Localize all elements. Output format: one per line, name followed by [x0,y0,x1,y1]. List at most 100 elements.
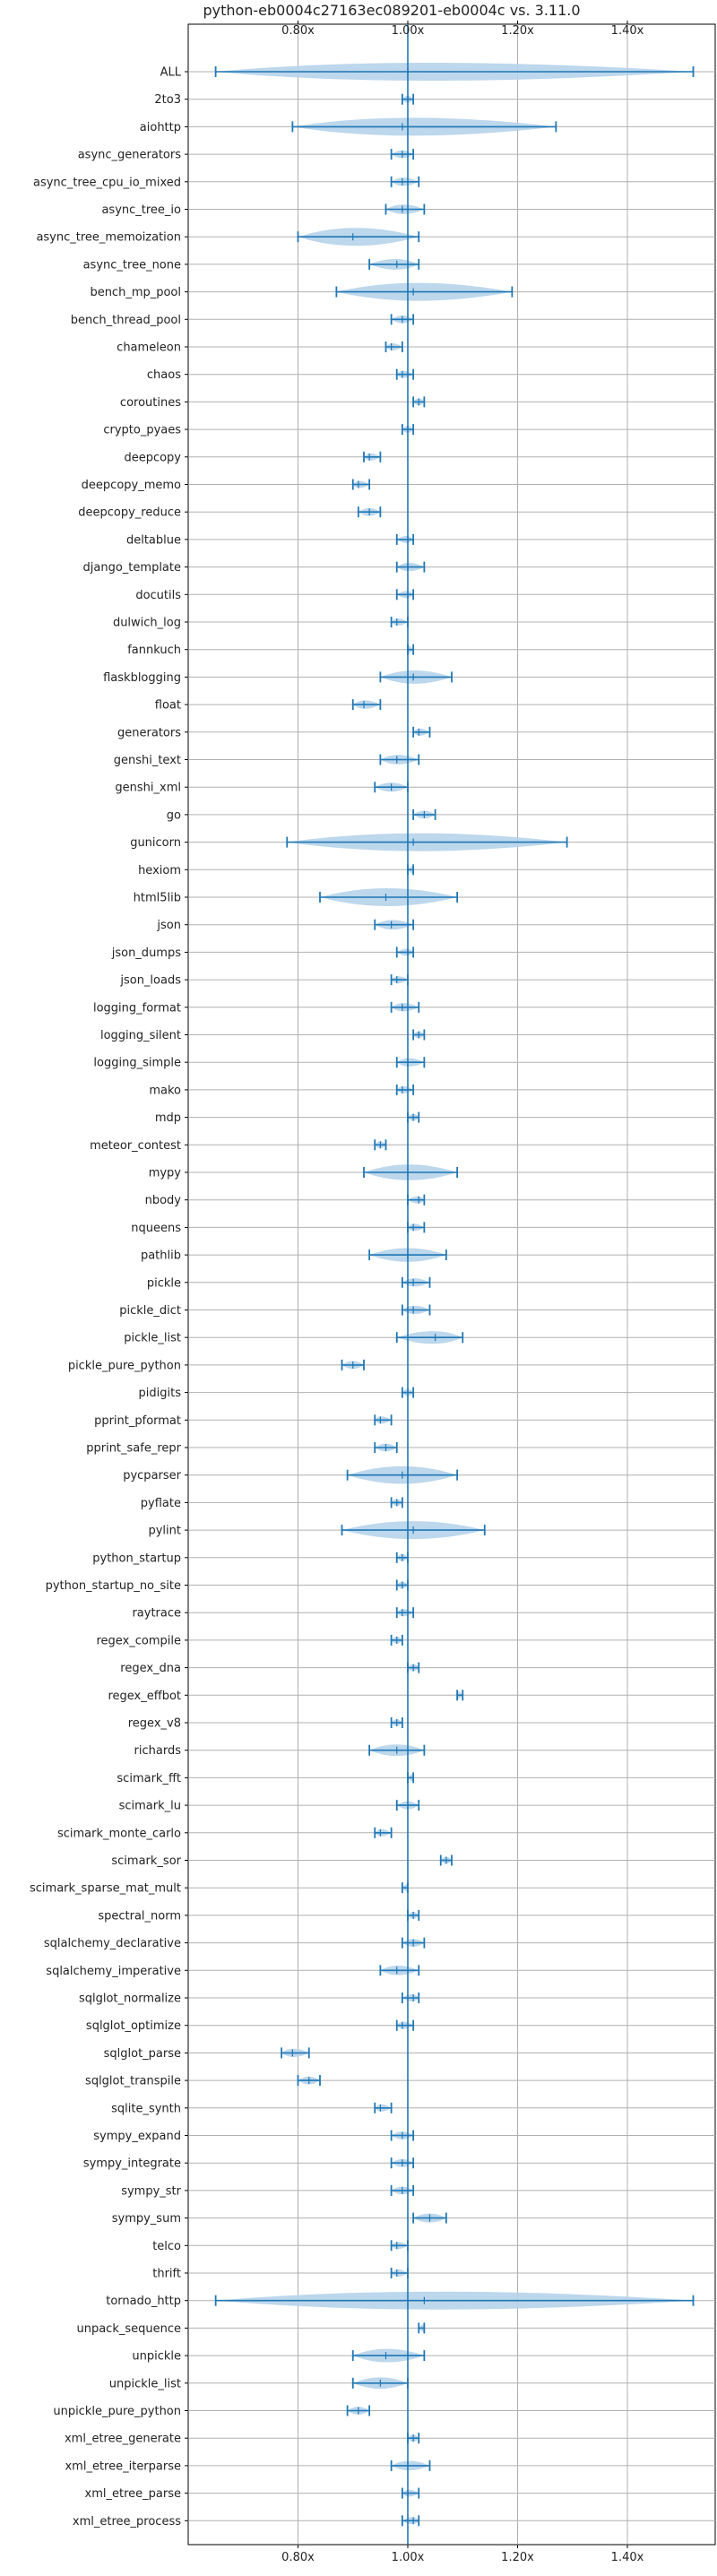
benchmark-label: logging_simple [93,1057,181,1070]
benchmark-label: json_dumps [111,947,181,960]
benchmark-label: genshi_text [114,754,181,767]
benchmark-label: xml_etree_generate [65,2433,181,2446]
benchmark-label: html5lib [134,892,181,905]
benchmark-label: django_template [83,561,181,575]
benchmark-label: scimark_lu [119,1800,181,1813]
benchmark-label: pidigits [139,1387,182,1400]
benchmark-label: xml_etree_process [73,2515,181,2528]
benchmark-label: chameleon [117,341,181,355]
benchmark-label: regex_v8 [128,1717,181,1731]
benchmark-label: sympy_integrate [83,2157,181,2171]
benchmark-label: regex_effbot [108,1690,181,1703]
benchmark-label: 2to3 [154,93,181,107]
x-tick-label-bottom: 0.80x [281,2551,315,2564]
benchmark-label: bench_thread_pool [71,314,181,327]
benchmark-label: mako [149,1084,181,1097]
benchmark-label: crypto_pyaes [103,424,181,437]
benchmark-label: sqlglot_normalize [79,1993,181,2006]
benchmark-label: json_loads [119,974,181,988]
benchmark-label: scimark_sor [111,1854,181,1868]
chart-title: python-eb0004c27163ec089201-eb0004c vs. … [203,2,580,19]
benchmark-label: raytrace [132,1607,181,1621]
benchmark-label: sqlglot_transpile [85,2075,181,2088]
benchmark-label: deepcopy_reduce [78,506,181,520]
benchmark-label: deepcopy_memo [82,479,181,492]
axis-layer: 0.80x 0.80x 1.00x 1.00x 1.20x 1.20x 1.40x 1.40x… [30,21,644,2564]
benchmark-label: scimark_fft [117,1772,181,1785]
benchmark-label: nbody [145,1194,182,1207]
benchmark-label: go [167,808,181,822]
benchmark-label: sqlalchemy_imperative [46,1965,181,1978]
benchmark-label: scimark_monte_carlo [57,1827,181,1840]
benchmark-label: xml_etree_parse [85,2487,181,2501]
benchmark-label: richards [134,1744,182,1758]
benchmark-label: deltablue [126,533,181,547]
benchmark-label: generators [117,726,181,739]
benchmark-label: spectral_norm [98,1909,181,1923]
benchmark-label: nqueens [131,1222,181,1235]
x-tick-label-bottom: 1.40x [611,2551,644,2564]
benchmark-label: pathlib [141,1249,181,1263]
grid-layer [188,24,715,2545]
benchmark-label: async_tree_io [101,203,181,217]
benchmark-label: sqlglot_optimize [86,2019,181,2033]
benchmark-label: python_startup [92,1552,181,1565]
benchmark-label: unpickle_pure_python [53,2405,181,2418]
benchmark-label: float [155,699,181,713]
benchmark-label: pylint [148,1525,181,1538]
benchmark-label: pprint_pformat [94,1414,181,1428]
benchmark-label: pyflate [141,1497,181,1510]
benchmark-label: pickle_pure_python [68,1359,181,1372]
benchmark-label: deepcopy [124,451,181,464]
x-tick-label-top: 1.00x [392,24,425,38]
benchmark-label: dulwich_log [113,617,181,630]
benchmark-label: unpack_sequence [76,2322,181,2336]
benchmark-label: sympy_str [121,2184,181,2198]
benchmark-label: async_tree_cpu_io_mixed [33,176,181,189]
benchmark-label: logging_silent [100,1029,181,1042]
benchmark-label: mypy [149,1167,182,1180]
violin-layer [214,24,695,2545]
benchmark-label: fannkuch [127,644,181,657]
benchmark-label: pickle_dict [119,1304,181,1318]
benchmark-label: scimark_sparse_mat_mult [30,1882,181,1896]
benchmark-label: logging_format [93,1001,181,1015]
benchmark-label: flaskblogging [103,671,181,685]
benchmark-label: regex_compile [96,1634,181,1647]
benchmark-label: sympy_expand [93,2130,181,2143]
plot-frame [187,23,716,2546]
benchmark-label: telco [152,2240,181,2253]
benchmark-label: aiohttp [140,121,181,134]
benchmark-label: pprint_safe_repr [86,1442,181,1456]
benchmark-label: genshi_xml [115,782,181,795]
x-tick-label-bottom: 1.00x [392,2551,425,2564]
benchmark-label: python_startup_no_site [46,1579,181,1593]
benchmark-label: ALL [160,66,182,80]
benchmark-label: regex_dna [120,1662,181,1675]
x-tick-label-top: 1.40x [611,24,644,38]
benchmark-label: sqlalchemy_declarative [44,1937,181,1950]
benchmark-label: async_tree_memoization [36,231,181,245]
benchmark-label: thrift [152,2268,181,2281]
benchmark-label: pickle [147,1276,181,1290]
x-tick-label-top: 1.20x [501,24,534,38]
benchmark-label: hexiom [138,864,181,877]
benchmark-label: unpickle_list [109,2377,181,2390]
benchmark-label: xml_etree_iterparse [65,2459,181,2473]
benchmark-label: async_generators [78,149,182,162]
benchmark-label: unpickle [132,2350,181,2364]
benchmark-label: async_tree_none [83,258,181,272]
benchmark-label: chaos [147,368,181,382]
benchmark-label: docutils [135,589,181,602]
benchmark-label: sqlglot_parse [104,2047,181,2061]
x-tick-label-top: 0.80x [281,24,315,38]
benchmark-label: gunicorn [130,836,181,850]
benchmark-label: json [156,919,181,932]
benchmark-label: sqlite_synth [111,2102,181,2115]
benchmark-label: mdp [155,1111,181,1125]
benchmark-label: pickle_list [124,1332,181,1345]
benchmark-label: coroutines [120,396,181,410]
benchmark-label: pycparser [123,1469,181,1482]
